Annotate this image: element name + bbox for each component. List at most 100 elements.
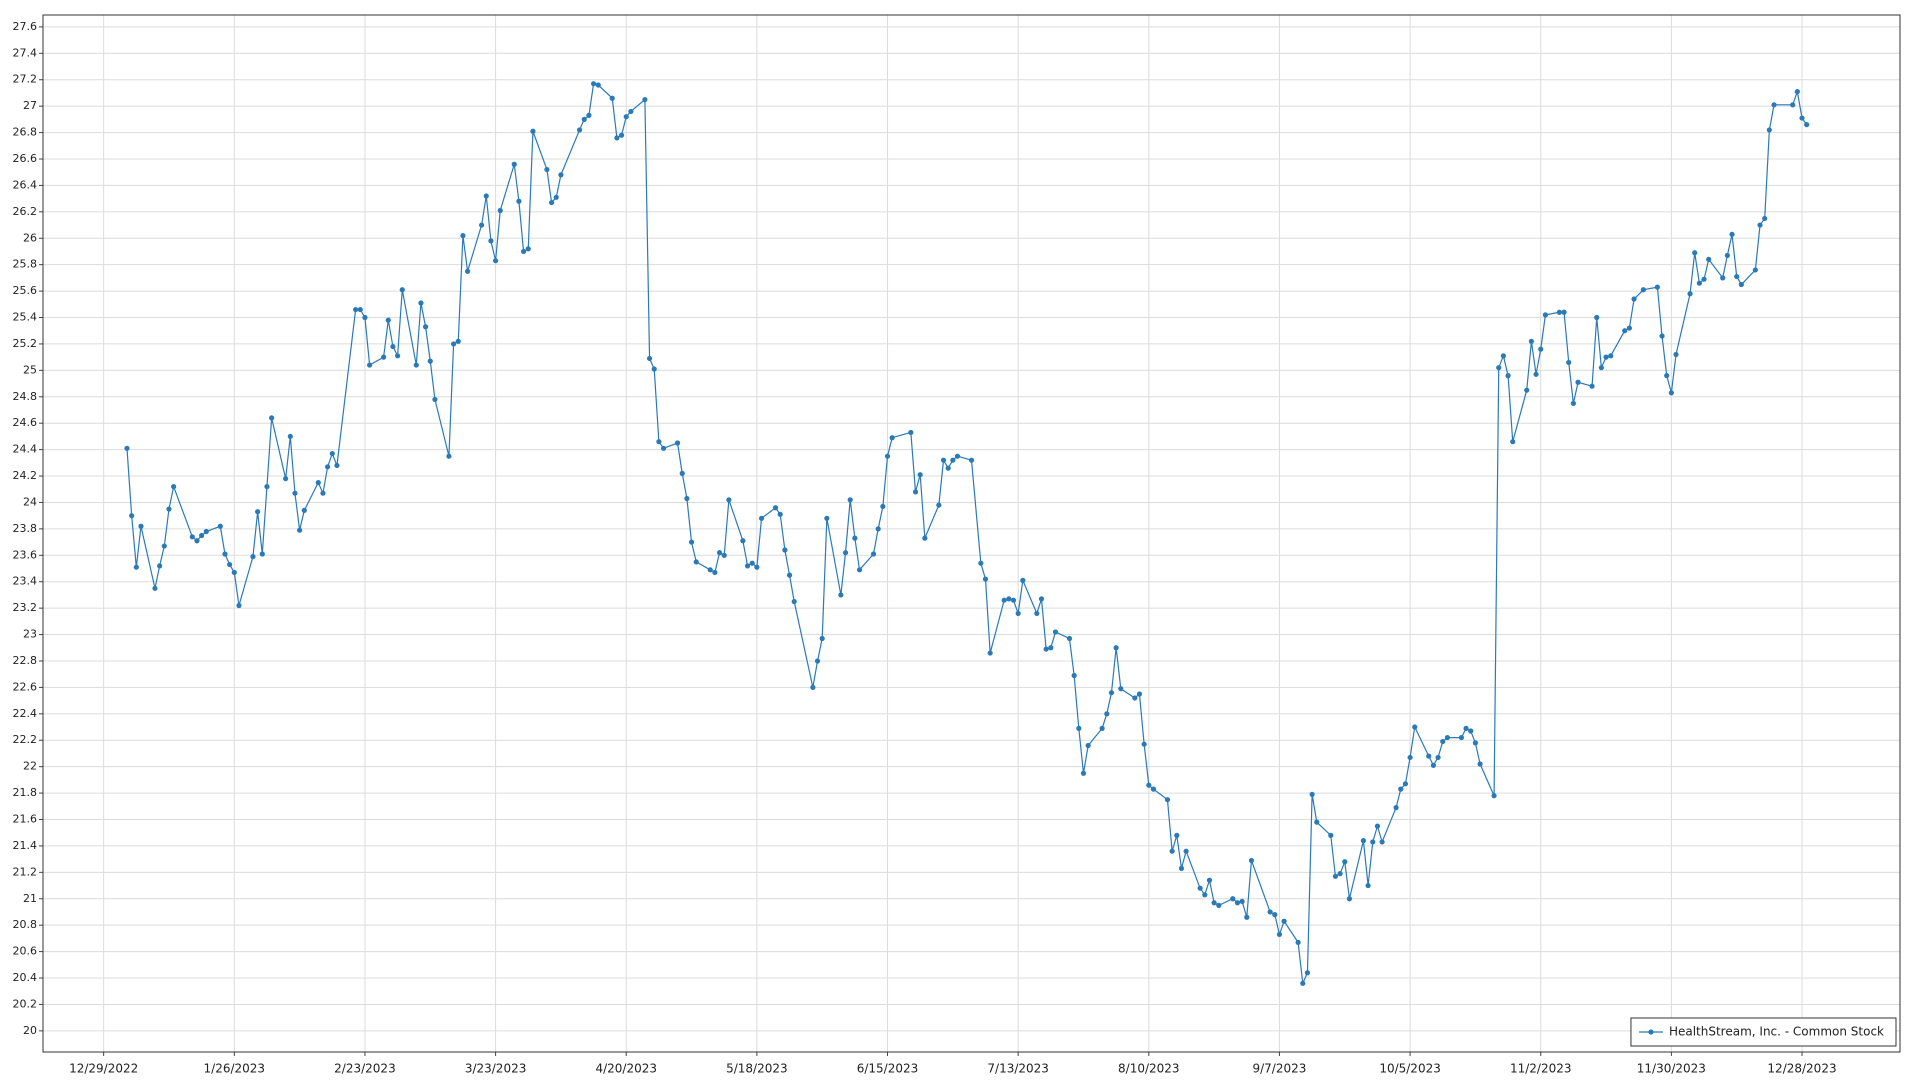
- data-point: [460, 233, 466, 239]
- data-point: [1043, 646, 1049, 652]
- data-point: [1472, 740, 1479, 746]
- data-point: [1300, 980, 1306, 986]
- data-point: [1402, 781, 1409, 787]
- data-point: [1113, 645, 1119, 651]
- data-point: [642, 96, 648, 103]
- x-tick-label: 4/20/2023: [595, 1062, 657, 1076]
- data-point: [1150, 786, 1157, 792]
- data-point: [427, 358, 433, 364]
- y-tick-label: 26: [23, 231, 37, 244]
- data-point: [516, 198, 522, 204]
- y-tick-label: 21.6: [13, 813, 38, 826]
- data-point: [1631, 296, 1637, 302]
- data-point: [954, 453, 961, 459]
- data-point: [1076, 725, 1082, 731]
- data-point: [917, 472, 923, 478]
- data-point: [250, 554, 256, 560]
- data-point: [1085, 742, 1091, 749]
- x-tick-label: 3/23/2023: [465, 1062, 527, 1076]
- y-tick-label: 25.6: [13, 284, 38, 297]
- data-point: [1202, 892, 1208, 898]
- data-point: [1598, 365, 1604, 371]
- x-tick-label: 5/18/2023: [726, 1062, 788, 1076]
- data-point: [1491, 793, 1497, 799]
- data-point: [623, 114, 629, 120]
- data-point: [1006, 596, 1012, 602]
- data-point: [1136, 691, 1143, 697]
- data-point: [194, 538, 200, 544]
- data-point: [1533, 371, 1539, 377]
- data-point: [674, 440, 681, 446]
- data-point: [1108, 690, 1115, 696]
- data-point: [1724, 252, 1730, 259]
- legend-swatch-marker: [1648, 1029, 1654, 1035]
- data-point: [1332, 873, 1339, 879]
- data-point: [1272, 912, 1278, 918]
- data-point: [1608, 353, 1614, 359]
- data-point: [157, 563, 163, 569]
- y-tick-label: 27.6: [13, 20, 38, 33]
- x-tick-label: 6/15/2023: [857, 1062, 919, 1076]
- data-point: [679, 470, 685, 476]
- legend-label: HealthStream, Inc. - Common Stock: [1669, 1025, 1884, 1039]
- data-point: [133, 564, 139, 570]
- y-tick-label: 25.4: [13, 311, 38, 324]
- data-point: [1342, 859, 1348, 865]
- data-point: [936, 502, 942, 508]
- data-point: [1183, 848, 1189, 854]
- data-point: [1206, 877, 1213, 883]
- data-point: [231, 569, 237, 576]
- data-point: [553, 194, 559, 200]
- data-point: [1015, 610, 1021, 617]
- data-point: [1687, 291, 1693, 297]
- x-tick-label: 11/30/2023: [1637, 1062, 1706, 1076]
- data-point: [1132, 695, 1138, 701]
- data-point: [1211, 900, 1217, 906]
- data-point: [1626, 325, 1632, 331]
- data-point: [1146, 782, 1152, 788]
- data-point: [1309, 791, 1315, 798]
- data-point: [1752, 267, 1758, 273]
- x-tick-label: 8/10/2023: [1118, 1062, 1180, 1076]
- data-point: [660, 445, 667, 451]
- y-tick-label: 22.6: [13, 680, 38, 693]
- data-point: [488, 238, 494, 244]
- data-point: [520, 248, 527, 255]
- data-point: [945, 465, 951, 471]
- y-tick-label: 22.8: [13, 654, 38, 667]
- data-point: [399, 287, 405, 293]
- x-tick-label: 12/28/2023: [1767, 1062, 1836, 1076]
- data-point: [707, 567, 713, 573]
- data-point: [1440, 738, 1446, 745]
- y-tick-label: 24: [23, 495, 37, 508]
- data-point: [1575, 379, 1581, 385]
- data-point: [320, 490, 326, 496]
- data-point: [530, 128, 536, 134]
- data-point: [189, 534, 195, 540]
- data-point: [1659, 333, 1665, 339]
- data-point: [124, 445, 130, 451]
- data-point: [1216, 902, 1222, 908]
- y-tick-label: 26.8: [13, 126, 38, 139]
- data-point: [297, 527, 303, 533]
- data-point: [614, 135, 620, 141]
- data-point: [1314, 819, 1320, 825]
- data-point: [852, 535, 858, 541]
- data-point: [1197, 885, 1203, 891]
- data-point: [1295, 939, 1301, 945]
- data-point: [1379, 839, 1385, 845]
- data-point: [824, 515, 830, 521]
- data-point: [889, 435, 895, 441]
- data-point: [525, 246, 531, 252]
- data-point: [880, 503, 886, 510]
- data-point: [413, 362, 419, 368]
- data-point: [199, 532, 205, 539]
- data-point: [1360, 838, 1367, 844]
- data-point: [1374, 823, 1381, 829]
- data-point: [166, 506, 172, 512]
- data-point: [1622, 328, 1628, 334]
- y-tick-label: 23.2: [13, 601, 38, 614]
- data-point: [1794, 89, 1800, 95]
